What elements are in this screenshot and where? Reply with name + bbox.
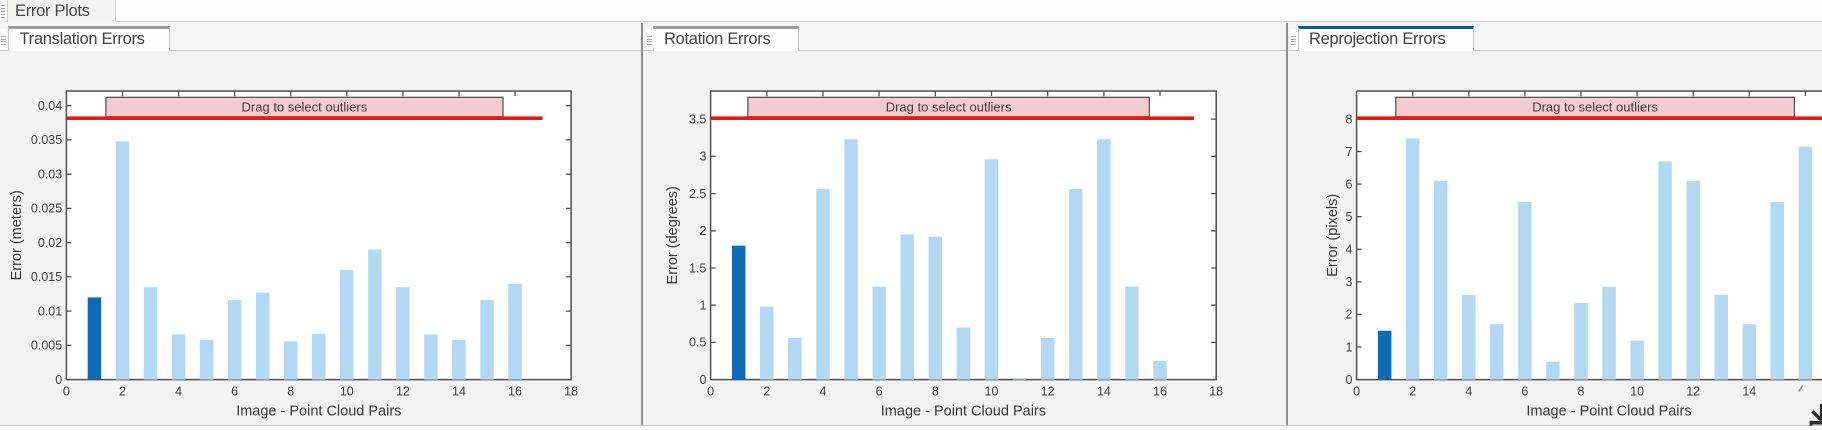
svg-text:4: 4 — [1465, 385, 1472, 399]
svg-text:10: 10 — [1630, 385, 1644, 399]
svg-text:12: 12 — [1686, 385, 1700, 399]
svg-text:6: 6 — [1521, 385, 1528, 399]
svg-text:8: 8 — [287, 385, 294, 399]
svg-text:Error (pixels): Error (pixels) — [1325, 194, 1341, 277]
svg-text:1.5: 1.5 — [689, 261, 706, 275]
svg-text:Drag to select outliers: Drag to select outliers — [242, 100, 368, 115]
svg-text:6: 6 — [1345, 177, 1352, 191]
svg-text:0: 0 — [63, 385, 70, 399]
svg-text:16: 16 — [1153, 385, 1167, 399]
svg-text:2: 2 — [699, 224, 706, 238]
svg-text:0.01: 0.01 — [38, 304, 62, 318]
svg-text:3: 3 — [699, 150, 706, 164]
svg-text:12: 12 — [1041, 385, 1055, 399]
svg-text:0: 0 — [707, 385, 714, 399]
svg-text:Drag to select outliers: Drag to select outliers — [1532, 100, 1658, 115]
svg-text:0: 0 — [1345, 373, 1352, 387]
svg-text:8: 8 — [1578, 385, 1585, 399]
svg-text:14: 14 — [1742, 385, 1756, 399]
svg-text:0.03: 0.03 — [38, 168, 62, 182]
svg-text:0.02: 0.02 — [38, 236, 62, 250]
svg-text:5: 5 — [1345, 210, 1352, 224]
svg-text:0.5: 0.5 — [689, 336, 706, 350]
svg-text:18: 18 — [564, 385, 578, 399]
svg-text:0.025: 0.025 — [31, 202, 62, 216]
svg-text:2.5: 2.5 — [689, 187, 706, 201]
svg-text:6: 6 — [231, 385, 238, 399]
svg-text:0.04: 0.04 — [38, 99, 62, 113]
svg-text:Image - Point Cloud Pairs: Image - Point Cloud Pairs — [1526, 404, 1691, 420]
svg-text:10: 10 — [340, 385, 354, 399]
svg-text:7: 7 — [1345, 145, 1352, 159]
svg-text:4: 4 — [1345, 243, 1352, 257]
svg-text:0.035: 0.035 — [31, 133, 62, 147]
svg-text:3: 3 — [1345, 275, 1352, 289]
svg-text:6: 6 — [876, 385, 883, 399]
svg-text:8: 8 — [932, 385, 939, 399]
svg-text:3.5: 3.5 — [689, 112, 706, 126]
svg-text:0: 0 — [55, 373, 62, 387]
svg-text:14: 14 — [1097, 385, 1111, 399]
svg-text:2: 2 — [1409, 385, 1416, 399]
svg-text:0.005: 0.005 — [31, 339, 62, 353]
svg-text:1: 1 — [1345, 340, 1352, 354]
svg-text:2: 2 — [763, 385, 770, 399]
svg-text:Image - Point Cloud Pairs: Image - Point Cloud Pairs — [881, 404, 1046, 420]
svg-text:Image - Point Cloud Pairs: Image - Point Cloud Pairs — [236, 404, 401, 420]
svg-text:16: 16 — [508, 385, 522, 399]
svg-text:4: 4 — [175, 385, 182, 399]
svg-text:12: 12 — [396, 385, 410, 399]
svg-text:10: 10 — [985, 385, 999, 399]
svg-text:1: 1 — [699, 299, 706, 313]
svg-text:Error (degrees): Error (degrees) — [665, 186, 681, 284]
svg-text:8: 8 — [1345, 112, 1352, 126]
svg-text:0: 0 — [699, 373, 706, 387]
svg-text:2: 2 — [1345, 308, 1352, 322]
svg-text:4: 4 — [820, 385, 827, 399]
svg-text:0.015: 0.015 — [31, 270, 62, 284]
svg-text:14: 14 — [452, 385, 466, 399]
svg-text:18: 18 — [1209, 385, 1223, 399]
svg-text:0: 0 — [1353, 385, 1360, 399]
svg-text:Drag to select outliers: Drag to select outliers — [886, 100, 1012, 115]
svg-text:2: 2 — [119, 385, 126, 399]
svg-text:Error (meters): Error (meters) — [9, 190, 25, 280]
